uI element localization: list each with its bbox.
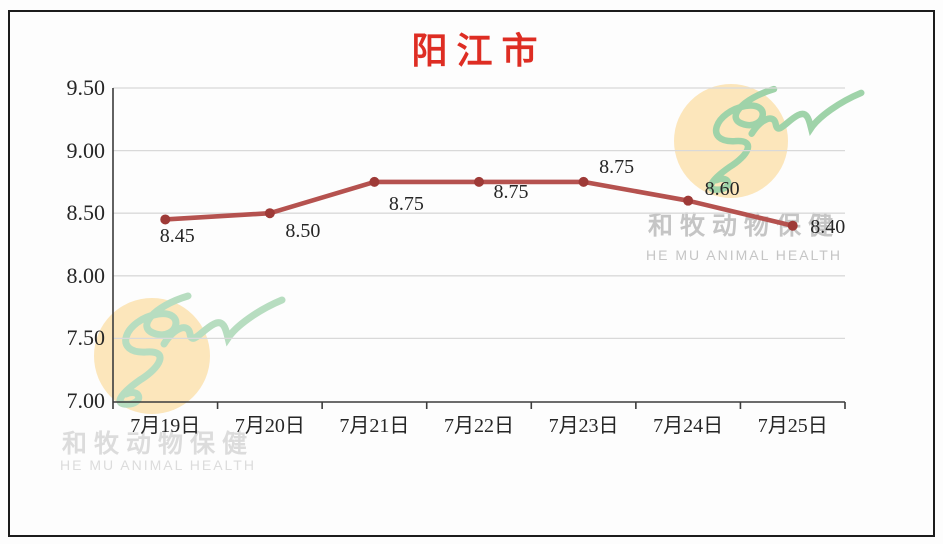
x-axis-label: 7月23日	[548, 415, 619, 437]
y-axis-label: 7.00	[66, 388, 106, 413]
data-point-marker	[578, 176, 589, 187]
image-border	[8, 10, 935, 537]
chart-title: 阳江市	[411, 30, 547, 71]
x-axis-label: 7月19日	[130, 415, 201, 437]
point-value-label: 8.50	[285, 220, 321, 243]
x-axis-label: 7月24日	[653, 415, 724, 437]
point-value-label: 8.40	[810, 215, 846, 238]
x-axis-label: 7月22日	[444, 415, 514, 437]
data-point-marker	[474, 176, 484, 187]
y-axis-label: 8.50	[66, 200, 106, 226]
data-point-marker	[683, 195, 694, 206]
point-value-label: 8.45	[159, 225, 195, 248]
watermark-en-text: HE MU ANIMAL HEALTH	[60, 457, 256, 473]
x-axis-label: 7月21日	[339, 415, 410, 437]
watermark-cn-text: 和牧动物保健	[647, 213, 840, 240]
point-value-label: 8.75	[388, 192, 424, 215]
data-point-marker	[264, 208, 275, 219]
x-axis-label: 7月20日	[234, 415, 305, 437]
hemu-logo-scribble-icon	[116, 292, 286, 408]
point-value-label: 8.75	[599, 155, 635, 178]
data-point-marker	[160, 214, 171, 225]
y-axis-label: 9.50	[66, 75, 106, 100]
data-point-marker	[787, 220, 798, 231]
data-point-marker	[369, 176, 380, 187]
watermark-cn-text: 和牧动物保健	[61, 431, 254, 458]
y-axis-label: 7.50	[66, 325, 106, 351]
y-axis-label: 9.00	[66, 137, 106, 163]
y-axis-label: 8.00	[66, 262, 106, 288]
watermark-en-text: HE MU ANIMAL HEALTH	[646, 247, 842, 263]
point-value-label: 8.60	[704, 177, 740, 200]
hemu-logo-scribble-icon	[707, 85, 865, 193]
x-axis-label: 7月25日	[757, 415, 828, 437]
point-value-label: 8.75	[493, 180, 529, 203]
